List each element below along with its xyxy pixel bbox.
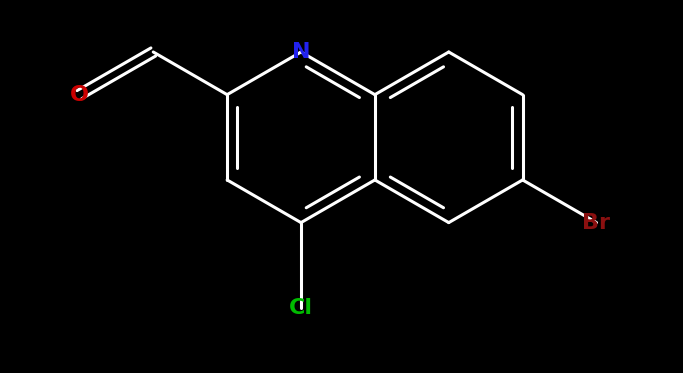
Text: O: O — [70, 85, 89, 105]
Text: Br: Br — [583, 213, 611, 233]
Text: Cl: Cl — [289, 298, 313, 318]
Text: N: N — [292, 42, 310, 62]
